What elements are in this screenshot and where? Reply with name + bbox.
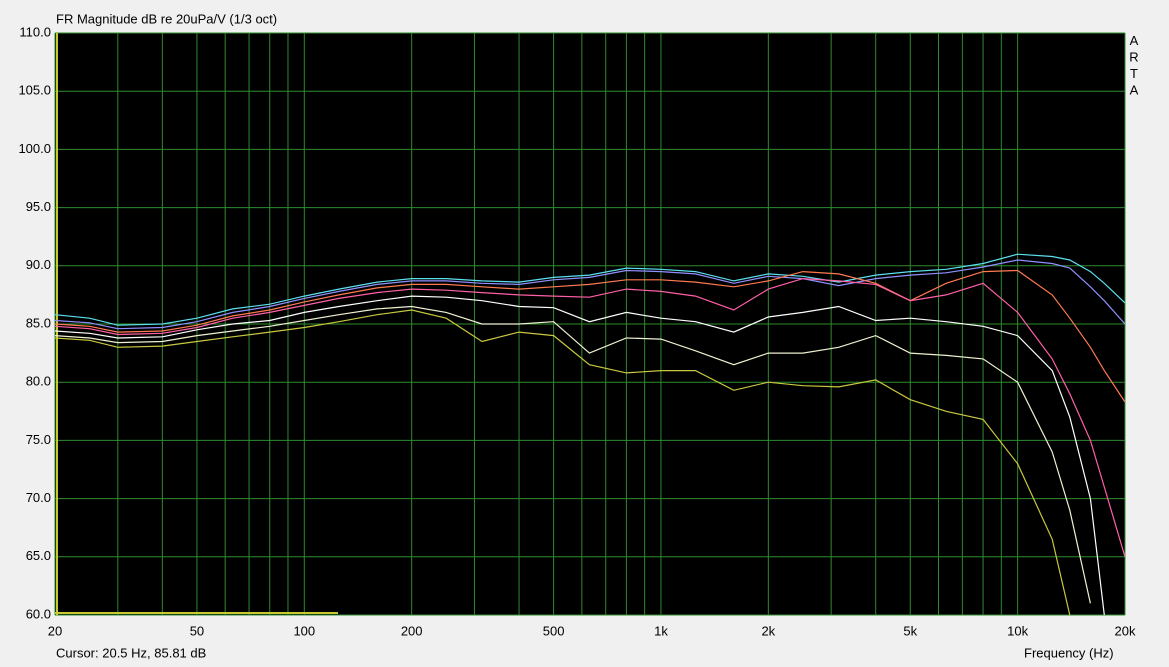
y-tick-label: 90.0 bbox=[26, 257, 51, 272]
y-tick-label: 110.0 bbox=[19, 24, 51, 39]
x-tick-label: 20 bbox=[48, 623, 62, 638]
series-line bbox=[55, 269, 1125, 403]
y-tick-label: 95.0 bbox=[26, 199, 51, 214]
series-line bbox=[55, 309, 1071, 615]
x-tick-label: 100 bbox=[293, 623, 315, 638]
x-tick-label: 1k bbox=[654, 623, 668, 638]
series-line bbox=[55, 253, 1125, 326]
x-tick-label: 20k bbox=[1115, 623, 1136, 638]
y-tick-label: 60.0 bbox=[26, 606, 51, 621]
series-group bbox=[55, 253, 1125, 615]
y-tick-label: 100.0 bbox=[18, 141, 51, 156]
y-tick-label: 70.0 bbox=[26, 490, 51, 505]
y-tick-label: 65.0 bbox=[26, 548, 51, 563]
series-line bbox=[55, 277, 1125, 557]
x-tick-label: 2k bbox=[761, 623, 775, 638]
series-line bbox=[55, 259, 1125, 330]
y-tick-label: 105.0 bbox=[18, 83, 51, 98]
y-tick-label: 85.0 bbox=[26, 315, 51, 330]
chart-title: FR Magnitude dB re 20uPa/V (1/3 oct) bbox=[56, 11, 277, 26]
y-tick-label: 80.0 bbox=[26, 374, 51, 389]
x-tick-label: 10k bbox=[1007, 623, 1028, 638]
y-tick-label: 75.0 bbox=[26, 432, 51, 447]
x-tick-label: 5k bbox=[903, 623, 917, 638]
x-tick-label: 50 bbox=[190, 623, 204, 638]
x-tick-label: 500 bbox=[543, 623, 565, 638]
series-line bbox=[55, 305, 1091, 604]
cursor-readout: Cursor: 20.5 Hz, 85.81 dB bbox=[56, 645, 206, 660]
x-tick-label: 200 bbox=[401, 623, 423, 638]
series-line bbox=[55, 295, 1105, 615]
x-axis-label: Frequency (Hz) bbox=[1024, 645, 1114, 660]
